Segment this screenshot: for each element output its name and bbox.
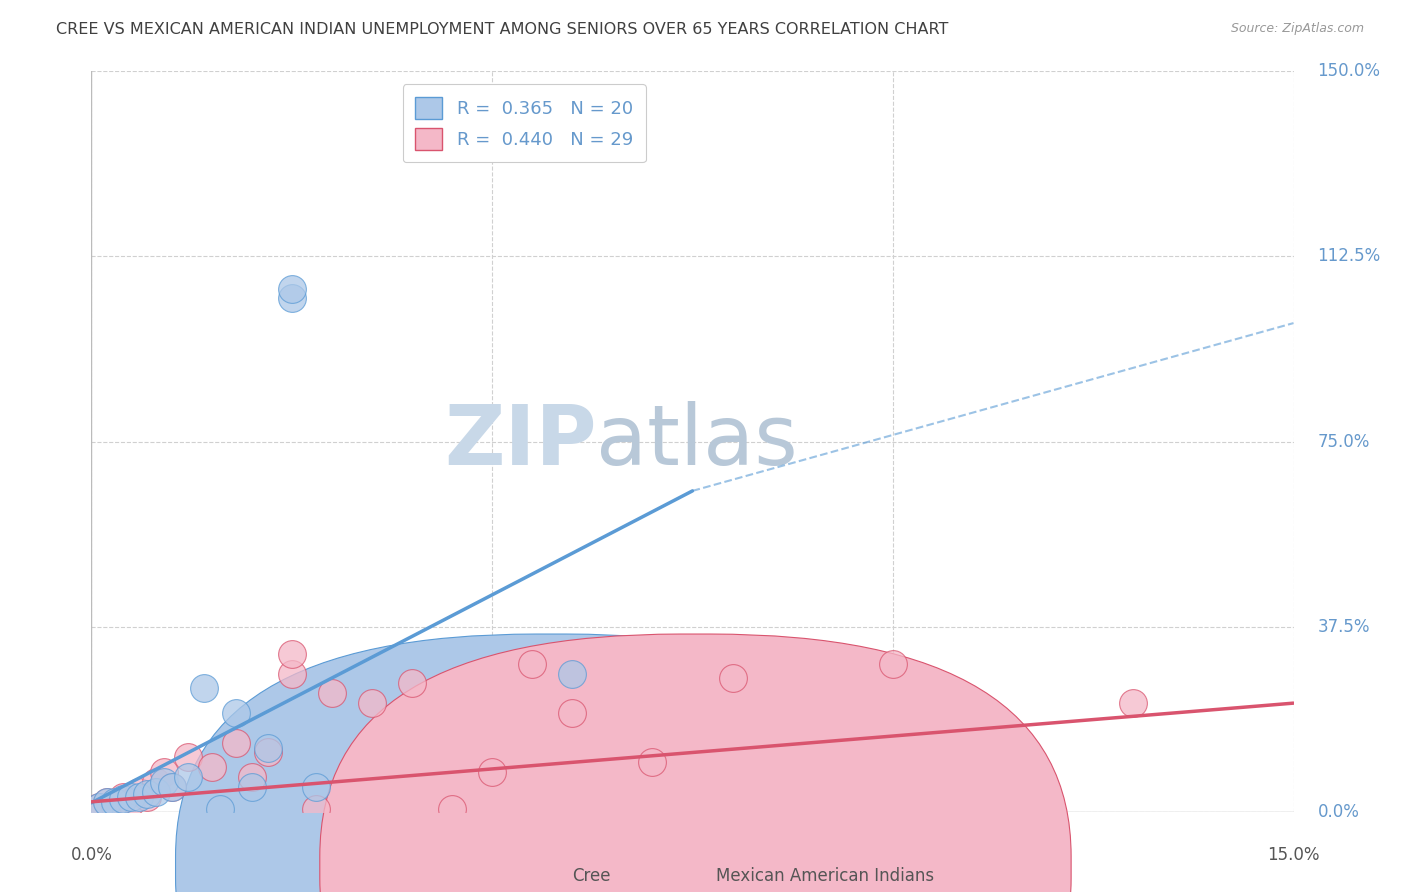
FancyBboxPatch shape xyxy=(319,634,1071,892)
Point xyxy=(481,765,503,780)
Point xyxy=(152,765,174,780)
Text: Source: ZipAtlas.com: Source: ZipAtlas.com xyxy=(1230,22,1364,36)
Point xyxy=(201,760,224,774)
Point xyxy=(882,657,904,671)
Point xyxy=(160,780,183,794)
Text: 15.0%: 15.0% xyxy=(1267,847,1320,864)
Point xyxy=(561,706,583,720)
Legend: R =  0.365   N = 20, R =  0.440   N = 29: R = 0.365 N = 20, R = 0.440 N = 29 xyxy=(402,84,645,162)
Point xyxy=(240,780,263,794)
Point xyxy=(281,292,304,306)
Point xyxy=(401,676,423,690)
Point xyxy=(128,789,150,804)
Point xyxy=(225,706,247,720)
Point xyxy=(89,799,111,814)
Point xyxy=(176,770,198,784)
Point xyxy=(136,789,159,804)
Point xyxy=(440,802,463,816)
Point xyxy=(305,780,328,794)
Point xyxy=(256,740,278,755)
Text: 75.0%: 75.0% xyxy=(1317,433,1369,450)
Text: Mexican American Indians: Mexican American Indians xyxy=(717,867,935,885)
Point xyxy=(89,799,111,814)
FancyBboxPatch shape xyxy=(176,634,927,892)
Text: ZIP: ZIP xyxy=(444,401,596,482)
Point xyxy=(281,647,304,661)
Point xyxy=(321,686,343,700)
Point xyxy=(152,775,174,789)
Point xyxy=(104,795,127,809)
Point xyxy=(96,795,118,809)
Point xyxy=(641,756,664,770)
Point xyxy=(145,775,167,789)
Point xyxy=(112,792,135,806)
Point xyxy=(176,750,198,764)
Point xyxy=(145,785,167,799)
Point xyxy=(256,746,278,760)
Point xyxy=(561,666,583,681)
Text: 112.5%: 112.5% xyxy=(1317,247,1381,266)
Point xyxy=(360,696,382,710)
Text: CREE VS MEXICAN AMERICAN INDIAN UNEMPLOYMENT AMONG SENIORS OVER 65 YEARS CORRELA: CREE VS MEXICAN AMERICAN INDIAN UNEMPLOY… xyxy=(56,22,949,37)
Point xyxy=(721,672,744,686)
Point xyxy=(305,802,328,816)
Point xyxy=(225,736,247,750)
Point xyxy=(160,780,183,794)
Text: 37.5%: 37.5% xyxy=(1317,617,1369,636)
Point xyxy=(193,681,215,696)
Text: 150.0%: 150.0% xyxy=(1317,62,1381,80)
Point xyxy=(112,789,135,804)
Text: 0.0%: 0.0% xyxy=(70,847,112,864)
Point xyxy=(104,799,127,814)
Text: 0.0%: 0.0% xyxy=(1317,803,1360,821)
Point xyxy=(136,788,159,802)
Point xyxy=(1122,696,1144,710)
Point xyxy=(121,795,143,809)
Point xyxy=(128,785,150,799)
Point xyxy=(281,666,304,681)
Point xyxy=(96,795,118,809)
Text: atlas: atlas xyxy=(596,401,799,482)
Point xyxy=(281,281,304,295)
Point xyxy=(208,802,231,816)
Point xyxy=(522,657,544,671)
Point xyxy=(240,770,263,784)
Point xyxy=(121,789,143,804)
Text: Cree: Cree xyxy=(572,867,610,885)
